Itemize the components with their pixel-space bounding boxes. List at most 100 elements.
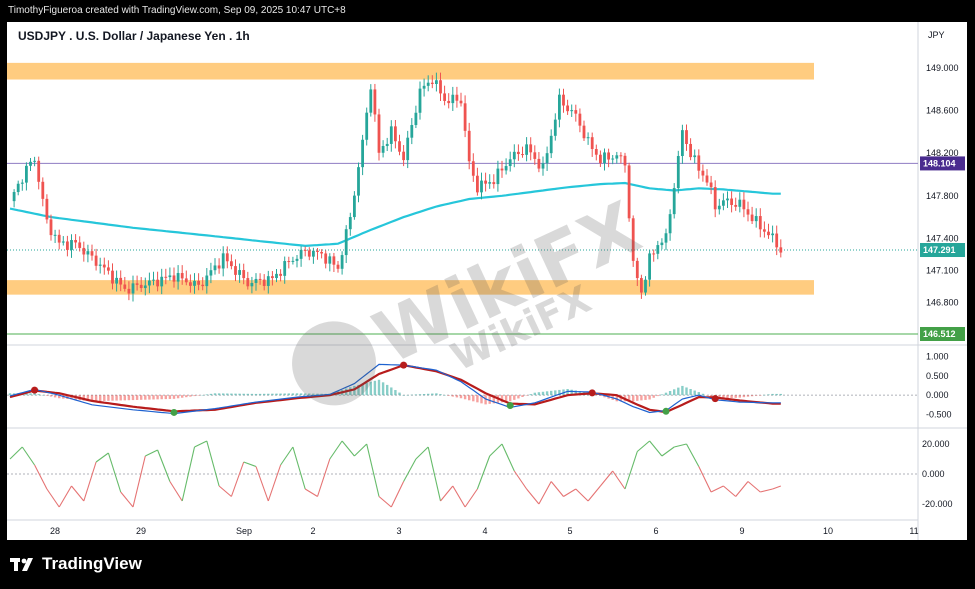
candle-body bbox=[250, 282, 254, 287]
candle-body bbox=[82, 247, 86, 255]
candle-body bbox=[422, 85, 426, 89]
macd-cross-down-dot bbox=[711, 395, 719, 403]
candle bbox=[685, 124, 688, 151]
candle bbox=[357, 162, 360, 203]
candle bbox=[127, 281, 131, 301]
oscillator-segment bbox=[526, 488, 540, 505]
macd-histogram-bar bbox=[406, 394, 409, 396]
candle-body bbox=[74, 240, 77, 243]
macd-cross-down-dot bbox=[400, 361, 408, 369]
price-axis[interactable]: 149.000 148.600 148.200 147.800 147.400 147.1… bbox=[922, 63, 959, 509]
candle-body bbox=[176, 273, 180, 282]
macd-cross-down-dot bbox=[31, 386, 39, 394]
macd-histogram-bar bbox=[25, 393, 28, 396]
candle bbox=[385, 137, 389, 152]
candle bbox=[656, 240, 660, 260]
candle-body bbox=[209, 270, 213, 276]
macd-histogram-bar bbox=[201, 394, 204, 396]
macd-histogram-bar bbox=[8, 393, 12, 396]
candle bbox=[713, 180, 717, 218]
macd-histogram-bar bbox=[99, 395, 102, 402]
candle bbox=[94, 248, 98, 271]
candle bbox=[451, 86, 455, 111]
candle-body bbox=[726, 198, 729, 201]
candle-body bbox=[512, 151, 516, 160]
price-tag-label: 147.291 bbox=[923, 245, 956, 255]
candle bbox=[29, 158, 32, 172]
candle-body bbox=[373, 89, 377, 115]
candle bbox=[353, 191, 356, 220]
candle-body bbox=[312, 250, 315, 257]
macd-histogram-bar bbox=[668, 391, 672, 396]
macd-histogram-bar bbox=[254, 393, 258, 396]
candle-body bbox=[529, 144, 533, 153]
time-axis[interactable]: 28 29 Sep 2 3 4 5 6 9 10 11 bbox=[50, 526, 919, 536]
candle-body bbox=[184, 278, 188, 283]
candle bbox=[455, 86, 459, 108]
macd-histogram-bar bbox=[525, 395, 528, 396]
candle bbox=[734, 197, 738, 211]
macd-histogram-bar bbox=[164, 395, 167, 400]
candle bbox=[365, 107, 369, 146]
time-tick-label: 29 bbox=[136, 526, 146, 536]
macd-histogram-bar bbox=[197, 395, 200, 396]
candle-body bbox=[508, 159, 512, 167]
candle-body bbox=[94, 255, 98, 266]
macd-histogram-bar bbox=[746, 395, 750, 397]
macd-histogram-bar bbox=[673, 389, 676, 396]
candle-body bbox=[619, 155, 623, 157]
candle bbox=[332, 252, 336, 273]
candle-body bbox=[775, 233, 779, 248]
macd-histogram-bar bbox=[107, 395, 110, 401]
candle-body bbox=[258, 278, 262, 280]
oscillator-segment bbox=[403, 458, 417, 482]
candle bbox=[689, 138, 692, 161]
candle bbox=[152, 271, 155, 286]
macd-histogram-bar bbox=[492, 395, 495, 404]
candle bbox=[648, 249, 651, 287]
oscillator-segment bbox=[181, 446, 196, 502]
symbol-title[interactable]: USDJPY . U.S. Dollar / Japanese Yen . 1h bbox=[18, 29, 250, 43]
candle-body bbox=[299, 249, 303, 259]
candle bbox=[234, 259, 237, 282]
candle bbox=[668, 209, 672, 241]
candle bbox=[500, 160, 504, 178]
macd-cross-up-dot bbox=[662, 407, 670, 415]
candle-body bbox=[722, 200, 725, 206]
macd-histogram-bar bbox=[131, 395, 135, 401]
candle-body bbox=[590, 137, 594, 150]
candle bbox=[426, 75, 430, 92]
candle bbox=[369, 84, 373, 117]
macd-tick-label: 0.000 bbox=[926, 390, 949, 400]
candle-body bbox=[29, 161, 32, 166]
candle-body bbox=[599, 154, 602, 164]
candle-body bbox=[16, 183, 20, 193]
candle-body bbox=[291, 260, 295, 262]
candle-body bbox=[533, 152, 537, 159]
oscillator-segment bbox=[95, 452, 109, 463]
candle-body bbox=[754, 216, 758, 222]
candle bbox=[529, 137, 533, 161]
candle-body bbox=[742, 199, 746, 210]
candle bbox=[635, 257, 639, 287]
moving-average bbox=[9, 181, 781, 248]
macd-histogram-bar bbox=[381, 382, 385, 396]
candle bbox=[209, 262, 213, 284]
candle bbox=[496, 160, 500, 192]
candle-body bbox=[332, 256, 336, 265]
oscillator-segment bbox=[440, 485, 454, 502]
oscillator-segment bbox=[476, 455, 491, 490]
price-tag-label: 148.104 bbox=[923, 158, 956, 168]
candle bbox=[287, 256, 291, 269]
candle-body bbox=[287, 261, 291, 263]
candle-body bbox=[398, 141, 401, 152]
candle-body bbox=[242, 270, 246, 279]
oscillator-segment bbox=[378, 496, 392, 508]
candle bbox=[230, 254, 233, 270]
oscillator-segment bbox=[735, 481, 749, 497]
candle bbox=[480, 172, 483, 200]
candle bbox=[115, 270, 118, 292]
candle-body bbox=[377, 114, 381, 153]
macd-histogram-bar bbox=[566, 389, 569, 396]
